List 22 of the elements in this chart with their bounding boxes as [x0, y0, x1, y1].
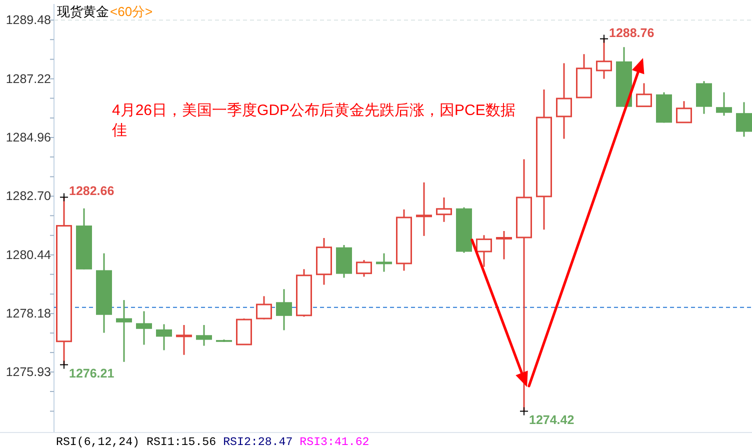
text: RSI3:41.62: [300, 436, 370, 448]
annotation: 1282.66: [69, 184, 114, 198]
price-label: 1282.66: [60, 184, 114, 202]
y-tick-label: 1275.93: [6, 365, 52, 380]
y-tick-label: 1282.70: [6, 189, 52, 204]
chart-subtitle: <60分>: [110, 4, 153, 19]
y-tick-label: 1278.18: [6, 306, 52, 321]
annotation: 1288.76: [609, 26, 654, 40]
y-tick-label: 1289.48: [6, 13, 52, 28]
note: 4月26日，美国一季度GDP公布后黄金先跌后涨，因PCE数据佳: [112, 102, 516, 139]
price-label: 1276.21: [60, 360, 114, 381]
text: RSI1:15.56: [146, 436, 216, 448]
chart-title: 现货黄金: [57, 4, 109, 19]
y-tick-label: 1284.96: [6, 130, 52, 144]
annotation: 1276.21: [69, 366, 114, 381]
price-label: 1288.76: [600, 26, 654, 44]
price-label: 1274.42: [520, 406, 574, 428]
annotation: 1274.42: [529, 413, 574, 428]
y-tick-label: 1280.44: [6, 248, 52, 262]
text: RSI(6,12,24): [56, 436, 140, 448]
y-tick-label: 1287.22: [6, 72, 52, 86]
text: RSI2:28.47: [223, 436, 293, 448]
